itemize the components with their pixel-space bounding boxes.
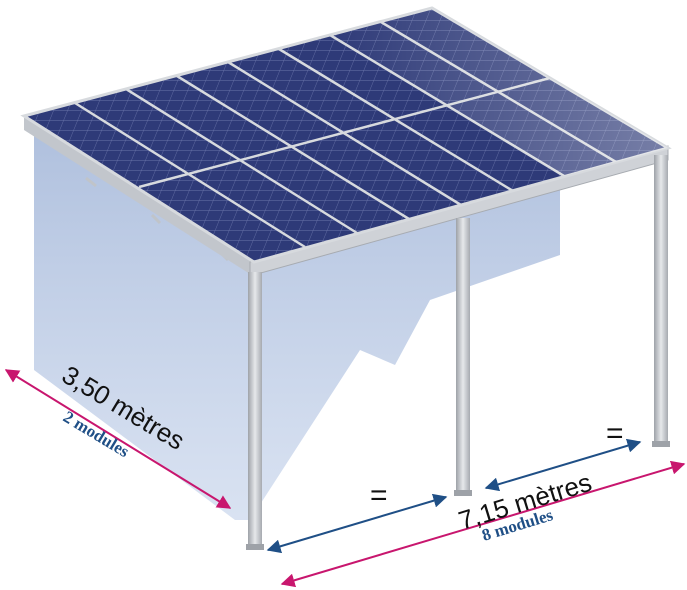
panel-glare <box>330 8 668 176</box>
post-right <box>654 155 668 445</box>
depth-dimension-arrow <box>4 369 232 509</box>
post-left-foot <box>246 544 264 550</box>
roof-side-edge <box>24 118 262 274</box>
post-middle <box>456 218 470 494</box>
spacing-equal-mark-left: = <box>370 479 388 512</box>
post-middle-foot <box>454 490 472 496</box>
spacing-arrow-right <box>484 438 642 492</box>
post-left <box>248 272 262 548</box>
spacing-equal-mark-right: = <box>606 417 624 450</box>
spacing-arrow-left <box>266 493 448 554</box>
post-right-foot <box>652 441 670 447</box>
